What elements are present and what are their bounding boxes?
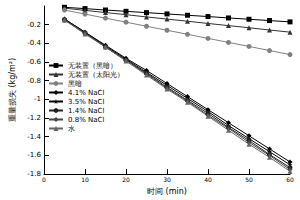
svg-text:0: 0	[42, 176, 46, 183]
svg-text:重量损失 (kg/m²): 重量损失 (kg/m²)	[8, 58, 17, 122]
svg-text:40: 40	[204, 176, 212, 183]
svg-text:0.8% NaCl: 0.8% NaCl	[68, 116, 104, 124]
svg-text:60: 60	[286, 176, 294, 183]
svg-text:时间 (min): 时间 (min)	[147, 187, 187, 196]
svg-text:50: 50	[245, 176, 253, 183]
svg-text:黑暗: 黑暗	[68, 80, 82, 88]
svg-text:3.5% NaCl: 3.5% NaCl	[68, 98, 104, 106]
svg-text:-1: -1	[34, 95, 41, 103]
svg-text:30: 30	[163, 176, 171, 183]
svg-text:-1.8: -1.8	[27, 170, 41, 178]
svg-text:20: 20	[122, 176, 130, 183]
svg-text:10: 10	[81, 176, 89, 183]
svg-text:-1.4: -1.4	[27, 133, 41, 141]
svg-text:-0.6: -0.6	[27, 58, 41, 66]
svg-text:-1.2: -1.2	[27, 114, 41, 122]
svg-text:无装置（黑暗）: 无装置（黑暗）	[68, 62, 117, 70]
svg-text:水: 水	[68, 125, 75, 133]
svg-text:无装置（太阳光）: 无装置（太阳光）	[68, 71, 124, 79]
svg-text:-0.2: -0.2	[27, 21, 41, 29]
svg-text:4.1% NaCl: 4.1% NaCl	[68, 89, 104, 97]
svg-text:1.4% NaCl: 1.4% NaCl	[68, 107, 104, 115]
svg-text:-1.6: -1.6	[27, 151, 41, 159]
svg-text:-0.4: -0.4	[27, 39, 41, 47]
svg-text:-0.8: -0.8	[27, 77, 41, 85]
